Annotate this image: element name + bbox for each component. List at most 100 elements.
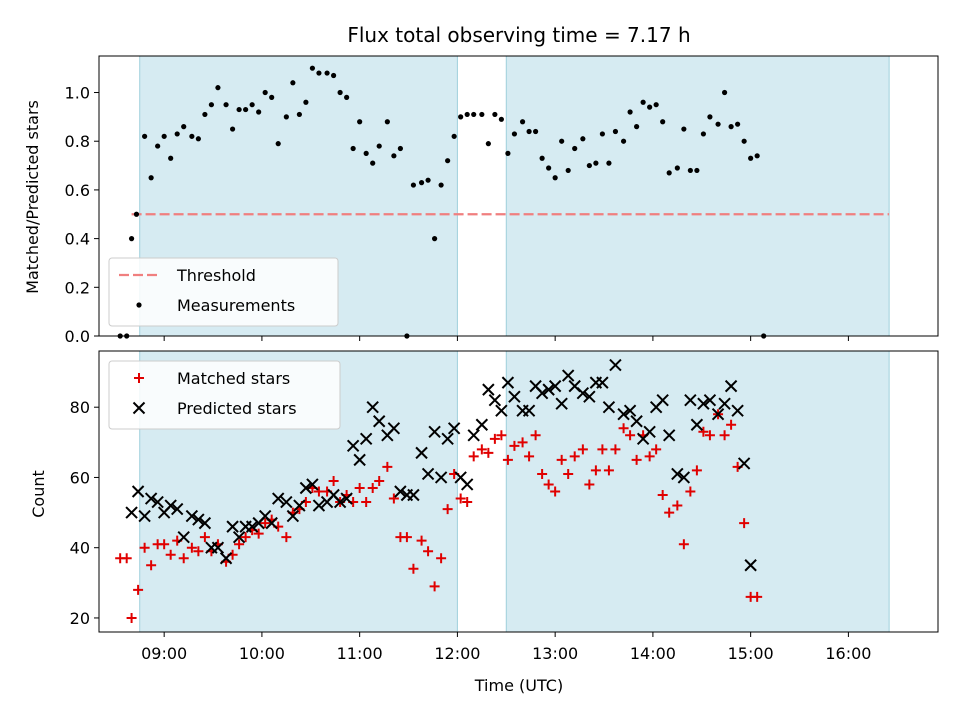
predicted-stars-point — [421, 467, 435, 481]
measurement-point — [653, 102, 659, 108]
measurement-point — [290, 80, 296, 86]
matched-stars-point — [577, 444, 588, 455]
legend-label: Matched stars — [177, 369, 290, 388]
matched-stars-point — [496, 430, 507, 441]
legend-label: Threshold — [176, 266, 256, 285]
matched-stars-point — [455, 493, 466, 504]
predicted-stars-point — [731, 404, 744, 417]
predicted-stars-point — [488, 393, 502, 407]
measurement-point — [262, 89, 268, 96]
matched-stars-point — [631, 454, 642, 465]
predicted-stars-point — [192, 513, 205, 526]
predicted-stars-point — [211, 541, 225, 554]
matched-stars-point — [146, 560, 157, 571]
measurement-point — [236, 106, 242, 113]
measurement-point — [498, 116, 504, 122]
predicted-stars-point — [306, 478, 319, 491]
predicted-stars-point — [394, 485, 407, 498]
x-tick-label: 11:00 — [337, 644, 383, 663]
matched-stars-point — [462, 497, 473, 508]
y-tick-label: 0.4 — [65, 230, 90, 249]
measurement-point — [612, 128, 619, 135]
matched-stars-point — [543, 479, 554, 490]
measurement-point — [438, 182, 444, 188]
measurement-point — [580, 136, 586, 142]
measurement-point — [391, 153, 397, 159]
measurement-point — [303, 99, 309, 105]
matched-stars-point — [382, 461, 393, 472]
predicted-stars-point — [482, 383, 495, 396]
matched-stars-point — [328, 475, 339, 486]
predicted-stars-point — [744, 559, 757, 572]
predicted-stars-point — [576, 386, 590, 400]
measurement-point — [195, 136, 201, 142]
matched-stars-point — [556, 454, 567, 465]
predicted-stars-point — [373, 415, 386, 428]
matched-stars-point — [550, 486, 561, 497]
matched-stars-point — [524, 451, 535, 462]
measurement-point — [344, 94, 350, 100]
matched-stars-point — [603, 465, 614, 476]
measurement-point — [148, 175, 154, 181]
predicted-stars-point — [737, 457, 751, 470]
predicted-stars-point — [387, 422, 401, 435]
measurement-point — [735, 121, 741, 127]
matched-stars-point — [719, 430, 730, 441]
matched-stars-point — [121, 553, 132, 564]
matched-stars-point — [374, 475, 385, 486]
predicted-stars-point — [299, 481, 313, 495]
matched-stars-point — [429, 581, 440, 592]
measurement-point — [296, 111, 302, 118]
legend-predicted-swatch — [132, 401, 146, 415]
matched-stars-point — [388, 493, 399, 504]
measurement-point — [128, 236, 135, 242]
predicted-stars-point — [684, 393, 697, 407]
y-tick-label: 0.2 — [65, 278, 90, 297]
measurement-point — [674, 165, 680, 171]
predicted-stars-point — [690, 418, 704, 431]
shaded-interval — [506, 56, 890, 336]
measurement-point — [309, 65, 316, 71]
predicted-stars-point — [662, 429, 676, 442]
predicted-stars-point — [125, 506, 138, 519]
matched-stars-point — [139, 542, 150, 553]
predicted-stars-point — [617, 408, 630, 421]
predicted-stars-point — [671, 467, 684, 481]
measurement-point — [350, 145, 356, 152]
matched-stars-point — [597, 444, 608, 455]
x-axis-label: Time (UTC) — [474, 676, 563, 695]
predicted-stars-point — [198, 516, 212, 530]
predicted-stars-point — [164, 499, 177, 512]
predicted-stars-point — [434, 471, 448, 484]
predicted-stars-point — [271, 492, 285, 505]
shaded-interval — [506, 351, 890, 632]
measurement-point — [634, 124, 640, 130]
x-tick-label: 13:00 — [532, 644, 578, 663]
measurement-point — [208, 102, 215, 108]
measurement-point — [526, 128, 532, 135]
measurement-point — [133, 211, 140, 217]
matched-stars-point — [618, 423, 629, 434]
measurement-point — [471, 111, 477, 118]
measurement-point — [599, 131, 606, 137]
matched-stars-point — [260, 518, 271, 529]
matched-stars-point — [537, 468, 548, 479]
predicted-stars-point — [333, 495, 347, 509]
measurement-point — [324, 70, 330, 76]
axes-frame — [98, 55, 939, 337]
measurement-point — [337, 89, 343, 96]
y-tick-label: 80 — [70, 398, 90, 417]
matched-stars-point — [281, 532, 292, 543]
predicted-stars-point — [346, 439, 360, 453]
measurement-point — [142, 133, 148, 139]
predicted-stars-point — [508, 390, 521, 403]
matched-stars-point — [186, 542, 197, 553]
predicted-stars-point — [353, 453, 366, 467]
predicted-stars-point — [467, 429, 480, 442]
matched-stars-point — [698, 426, 709, 437]
matched-stars-point — [726, 419, 737, 430]
measurement-point — [432, 236, 438, 242]
predicted-stars-point — [522, 404, 536, 417]
matched-stars-point — [739, 518, 750, 529]
predicted-stars-point — [185, 509, 199, 523]
